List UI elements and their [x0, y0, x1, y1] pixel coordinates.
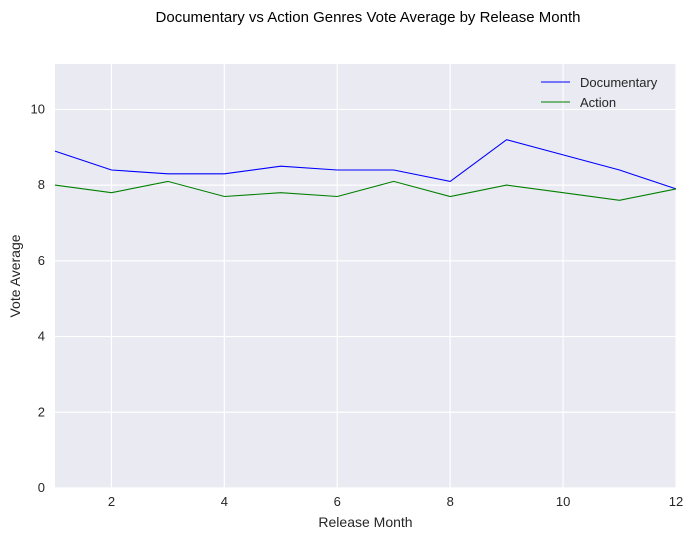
- tick-labels: 0 2 4 6 8 10 2 4 6 8 10 12: [31, 101, 684, 509]
- x-axis-label: Release Month: [318, 514, 412, 530]
- y-tick-label: 2: [38, 404, 45, 419]
- x-tick-label: 10: [556, 494, 570, 509]
- legend-label: Documentary: [580, 75, 658, 90]
- series-lines: [54, 139, 677, 201]
- y-tick-label: 0: [38, 480, 45, 495]
- plot-area: [55, 64, 676, 488]
- series-line-action: [54, 180, 677, 201]
- chart-title: Documentary vs Action Genres Vote Averag…: [156, 9, 581, 26]
- y-axis-label: Vote Average: [7, 234, 23, 317]
- legend: Documentary Action: [541, 75, 658, 110]
- grid: [55, 64, 677, 489]
- y-tick-label: 10: [31, 101, 45, 116]
- x-tick-label: 2: [108, 494, 115, 509]
- series-line-documentary: [54, 139, 677, 190]
- legend-label: Action: [580, 95, 616, 110]
- x-tick-label: 6: [334, 494, 341, 509]
- x-tick-label: 4: [221, 494, 228, 509]
- x-tick-label: 12: [669, 494, 683, 509]
- y-tick-label: 4: [38, 329, 45, 344]
- x-tick-label: 8: [447, 494, 454, 509]
- y-tick-label: 8: [38, 177, 45, 192]
- y-tick-label: 6: [38, 253, 45, 268]
